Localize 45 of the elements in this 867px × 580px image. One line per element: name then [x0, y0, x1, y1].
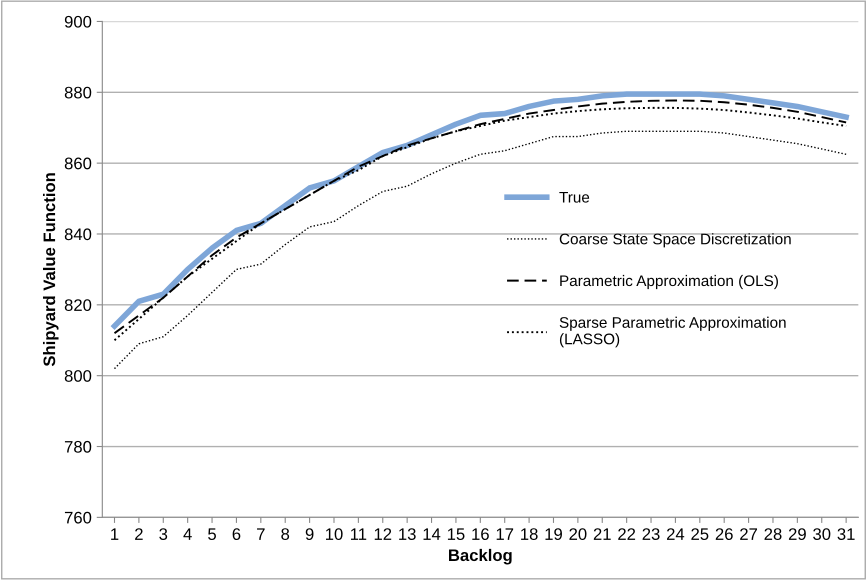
x-tick-label: 29	[788, 528, 806, 540]
x-tick-label: 5	[208, 528, 216, 540]
x-tick-label: 16	[472, 528, 489, 540]
legend-label: Parametric Approximation (OLS)	[560, 274, 778, 290]
y-tick-label: 760	[64, 512, 92, 524]
x-tick-label: 20	[569, 528, 586, 540]
x-tick-label: 24	[666, 528, 684, 540]
y-tick-label: 780	[64, 440, 92, 453]
legend-label: Coarse State Space Discretization	[560, 233, 791, 248]
x-tick-label: 17	[496, 528, 514, 540]
x-tick-label: 15	[448, 528, 464, 540]
x-tick-label: 22	[618, 528, 636, 540]
x-tick-label: 28	[764, 528, 782, 540]
x-tick-label: 10	[326, 528, 343, 540]
y-tick-label: 820	[64, 299, 92, 312]
x-tick-label: 4	[183, 528, 192, 540]
x-tick-label: 25	[691, 528, 708, 540]
y-tick-label: 840	[64, 228, 92, 240]
x-tick-label: 30	[813, 528, 830, 540]
x-tick-label: 26	[716, 528, 733, 540]
legend-label: Sparse Parametric Approximation (LASSO)	[560, 316, 786, 348]
x-tick-label: 23	[642, 528, 660, 540]
x-tick-label: 18	[521, 528, 538, 540]
x-tick-label: 6	[232, 528, 240, 540]
x-tick-label: 14	[424, 528, 440, 540]
x-tick-label: 12	[374, 528, 392, 540]
x-tick-label: 3	[159, 528, 168, 540]
x-tick-label: 2	[135, 528, 143, 540]
y-tick-label: 800	[64, 370, 92, 382]
y-tick-label: 880	[64, 86, 92, 99]
x-tick-label: 19	[545, 528, 562, 540]
y-axis-title: Shipyard Value Function	[42, 173, 59, 366]
x-tick-label: 11	[350, 528, 366, 540]
x-tick-label: 27	[740, 528, 758, 540]
x-tick-label: 7	[257, 528, 265, 540]
x-tick-label: 21	[594, 528, 611, 540]
y-tick-label: 900	[64, 16, 92, 28]
x-tick-label: 9	[306, 528, 314, 540]
y-tick-label: 860	[64, 158, 92, 170]
x-tick-label: 13	[399, 528, 416, 540]
x-tick-label: 8	[281, 528, 290, 540]
x-tick-label: 1	[111, 528, 118, 540]
x-axis-title: Backlog	[449, 548, 512, 564]
x-tick-label: 31	[838, 528, 855, 540]
legend-label: True	[559, 192, 590, 203]
